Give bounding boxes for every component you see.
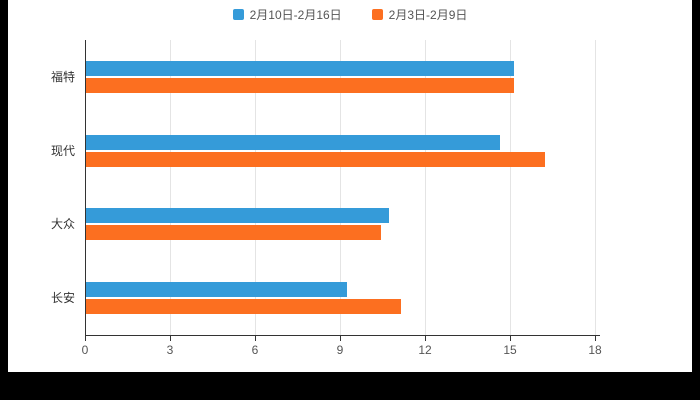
x-tick-label: 15 (503, 343, 517, 357)
bar-series-1-cat-2 (86, 225, 381, 241)
legend-item-series-1[interactable]: 2月3日-2月9日 (371, 6, 468, 23)
gridline (425, 40, 426, 335)
x-axis-tick (170, 336, 171, 341)
x-tick-label: 6 (251, 343, 259, 357)
legend-label: 2月3日-2月9日 (388, 8, 468, 22)
x-axis-tick (85, 336, 86, 341)
bar-series-0-cat-0 (86, 60, 514, 76)
gridline (255, 40, 256, 335)
legend-item-series-0[interactable]: 2月10日-2月16日 (232, 6, 342, 23)
category-label: 现代 (50, 143, 75, 158)
x-axis-tick (340, 336, 341, 341)
x-axis-tick (425, 336, 426, 341)
x-axis-tick (595, 336, 596, 341)
category-label: 福特 (50, 69, 75, 84)
bar-series-0-cat-1 (86, 134, 500, 150)
legend-marker-icon (232, 9, 244, 20)
x-tick-label: 3 (166, 343, 174, 357)
bar-series-1-cat-0 (86, 77, 514, 93)
legend-marker-icon (371, 9, 383, 20)
category-label: 长安 (50, 291, 75, 306)
x-tick-label: 12 (418, 343, 432, 357)
x-tick-label: 18 (588, 343, 602, 357)
category-label: 大众 (50, 217, 75, 232)
x-axis-tick (510, 336, 511, 341)
y-axis-line (85, 40, 86, 335)
gridline (510, 40, 511, 335)
gridline (340, 40, 341, 335)
bar-chart: 2月10日-2月16日 2月3日-2月9日 福特现代大众长安 0 3 6 9 12 15 18 (8, 0, 692, 372)
gridline (170, 40, 171, 335)
gridline (595, 40, 596, 335)
y-axis-labels: 福特 现代 大众 长安 (8, 40, 75, 335)
bar-series-1-cat-1 (86, 151, 545, 167)
plot-area: 0 3 6 9 12 15 18 (82, 40, 602, 357)
legend: 2月10日-2月16日 2月3日-2月9日 (8, 6, 692, 23)
x-tick-label: 9 (336, 343, 344, 357)
legend-label: 2月10日-2月16日 (249, 8, 342, 22)
bar-series-0-cat-2 (86, 208, 390, 224)
x-axis-line (85, 335, 600, 336)
bar-series-1-cat-3 (86, 299, 401, 315)
bar-series-0-cat-3 (86, 282, 347, 298)
x-tick-label: 0 (81, 343, 89, 357)
x-axis-tick (255, 336, 256, 341)
